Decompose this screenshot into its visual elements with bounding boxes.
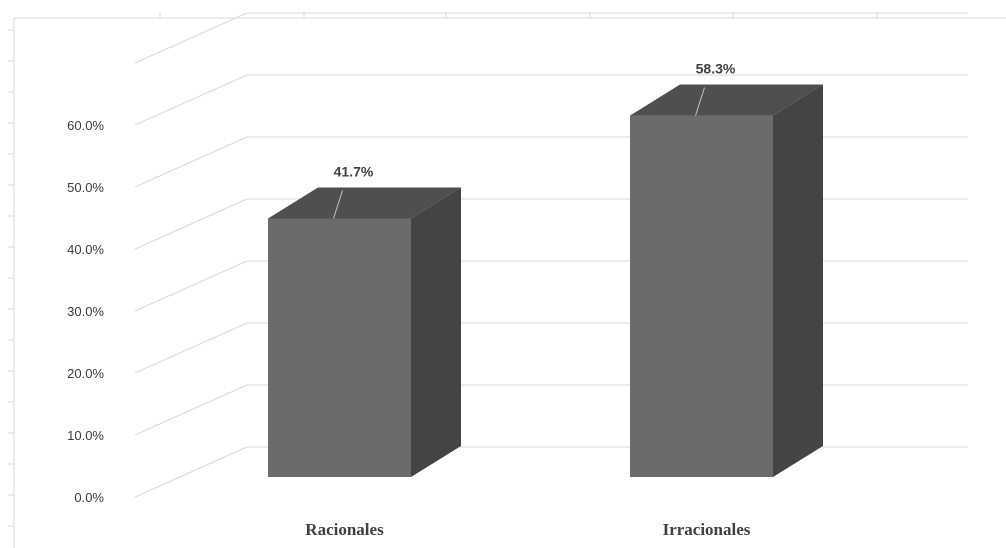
data-label: 58.3% bbox=[696, 61, 736, 77]
y-tick-label: 60.0% bbox=[67, 118, 104, 133]
x-category-label: Racionales bbox=[305, 520, 384, 539]
x-axis-categories: Racionales Irracionales bbox=[305, 520, 750, 539]
bars bbox=[268, 84, 823, 477]
gridline-diagonal bbox=[134, 322, 248, 374]
bar-racionales bbox=[268, 187, 461, 477]
data-labels: 41.7% 58.3% bbox=[333, 61, 736, 219]
bar-front-face bbox=[268, 218, 411, 477]
bar-top-face bbox=[630, 84, 823, 116]
y-tick-label: 20.0% bbox=[67, 366, 104, 381]
gridline-diagonal bbox=[134, 12, 248, 64]
bar-top-face bbox=[268, 187, 461, 219]
gridline-diagonal bbox=[134, 136, 248, 188]
data-label-leader bbox=[333, 190, 343, 219]
data-label-leader bbox=[695, 87, 705, 116]
gridline-diagonal bbox=[134, 198, 248, 250]
y-tick-label: 30.0% bbox=[67, 304, 104, 319]
y-tick-label: 10.0% bbox=[67, 428, 104, 443]
chart-frame bbox=[8, 12, 1006, 548]
gridline-diagonal bbox=[134, 74, 248, 126]
bar-side-face bbox=[773, 84, 823, 477]
gridline-diagonal bbox=[134, 260, 248, 312]
y-tick-label: 40.0% bbox=[67, 242, 104, 257]
data-label: 41.7% bbox=[334, 163, 374, 179]
gridlines bbox=[134, 12, 968, 498]
bar-front-face bbox=[630, 115, 773, 477]
gridline-diagonal bbox=[134, 446, 248, 498]
gridline-diagonal bbox=[134, 384, 248, 436]
x-category-label: Irracionales bbox=[663, 520, 751, 539]
y-axis-ticks: 0.0% 10.0% 20.0% 30.0% 40.0% 50.0% 60.0% bbox=[67, 118, 104, 505]
bar-side-face bbox=[411, 187, 461, 477]
y-tick-label: 50.0% bbox=[67, 180, 104, 195]
bar-irracionales bbox=[630, 84, 823, 477]
y-tick-label: 0.0% bbox=[74, 490, 104, 505]
